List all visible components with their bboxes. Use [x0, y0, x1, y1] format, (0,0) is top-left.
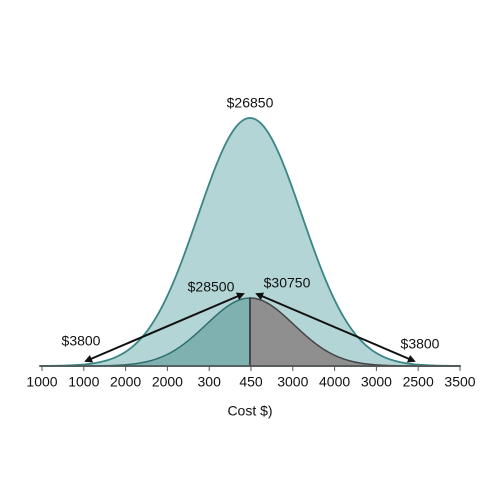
- ticks: 1000 1000 2000 2000 300 450 3000 4000 3000 2500 35…: [26, 366, 476, 390]
- arrow: [255, 292, 416, 363]
- x-tick-label: 450: [239, 374, 263, 390]
- axis-label: Cost $): [227, 403, 272, 419]
- x-tick-label: 3000: [361, 374, 392, 390]
- x-tick-label: 300: [198, 374, 222, 390]
- annotation: $3800: [62, 333, 101, 349]
- x-tick-label: 2000: [152, 374, 183, 390]
- x-tick-label: 1000: [68, 374, 99, 390]
- x-tick-label: 2000: [110, 374, 141, 390]
- x-tick-label: 2500: [403, 374, 434, 390]
- annotation: $30750: [264, 275, 311, 291]
- x-tick-label: 3500: [444, 374, 475, 390]
- x-tick-label: 4000: [319, 374, 350, 390]
- arrow: [84, 292, 245, 363]
- annotation: $3800: [401, 336, 440, 352]
- x-tick-label: 3000: [277, 374, 308, 390]
- x-tick-label: 1000: [26, 374, 57, 390]
- curves: [39, 117, 461, 367]
- peak-label: $26850: [227, 95, 274, 111]
- annotation: $28500: [188, 279, 235, 295]
